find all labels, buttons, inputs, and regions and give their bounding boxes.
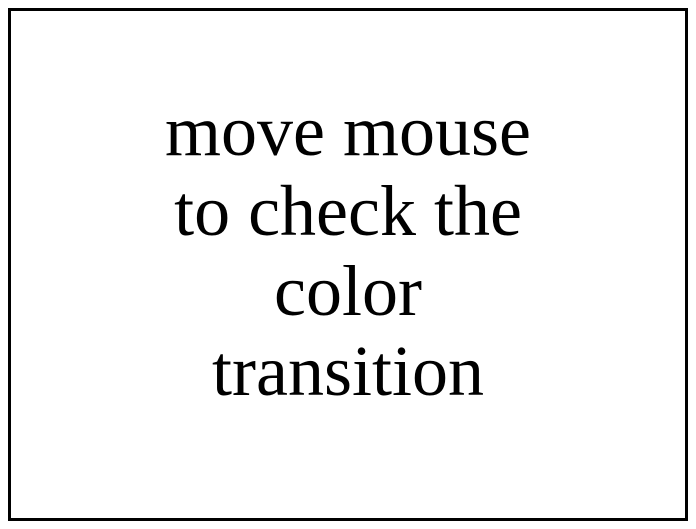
instruction-line-3: color bbox=[274, 251, 422, 331]
instruction-text: move mouse to check the color transition bbox=[11, 91, 685, 411]
instruction-line-4: transition bbox=[212, 331, 484, 411]
instruction-line-2: to check the bbox=[174, 171, 522, 251]
instruction-line-1: move mouse bbox=[165, 91, 531, 171]
hover-transition-box[interactable]: move mouse to check the color transition bbox=[8, 8, 688, 521]
